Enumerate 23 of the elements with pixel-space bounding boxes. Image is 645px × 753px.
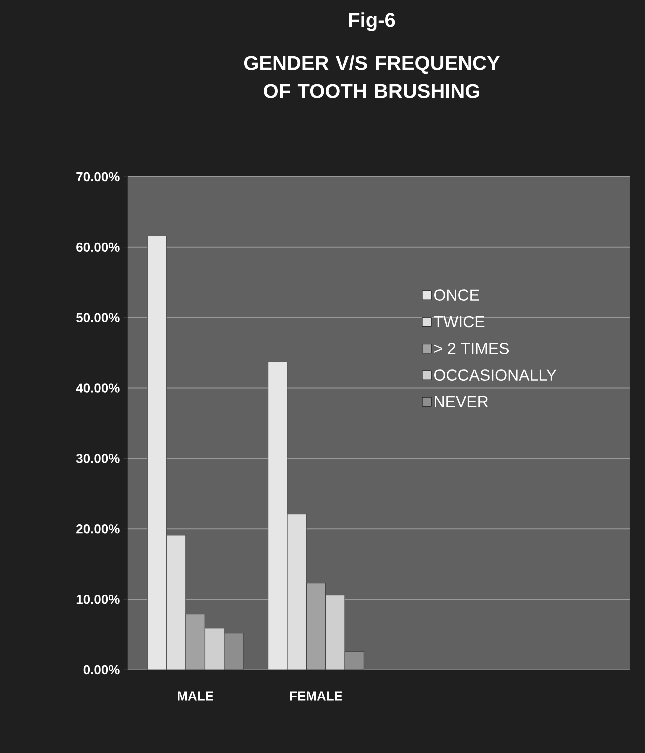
legend-label: > 2 TIMES	[434, 343, 510, 354]
bar	[224, 633, 244, 670]
y-tick-label: 20.00%	[76, 524, 120, 534]
bar	[205, 628, 224, 670]
bar	[186, 614, 206, 670]
chart-title: Fig-6	[349, 12, 396, 32]
bar	[306, 583, 326, 670]
y-tick-label: 10.00%	[76, 594, 120, 604]
y-tick-label: 60.00%	[76, 242, 120, 252]
y-tick-label: 50.00%	[76, 313, 120, 322]
y-tick-label: 30.00%	[76, 454, 120, 464]
legend-label: NEVER	[435, 396, 488, 408]
legend-label: TWICE	[434, 316, 485, 328]
y-tick-label: 70.00%	[76, 172, 120, 182]
y-tick-label: 40.00%	[76, 384, 120, 393]
x-tick-label: MALE	[178, 692, 214, 701]
legend-label: OCCASIONALLY	[434, 370, 557, 382]
y-tick-label: 0.00%	[84, 665, 120, 675]
legend-label: ONCE	[434, 290, 480, 301]
x-tick-label: FEMALE	[290, 692, 342, 701]
chart-subtitle: GENDER V/S FREQUENCY OF TOOTH BRUSHING	[244, 56, 500, 98]
bar	[326, 595, 346, 670]
bar	[344, 651, 364, 670]
